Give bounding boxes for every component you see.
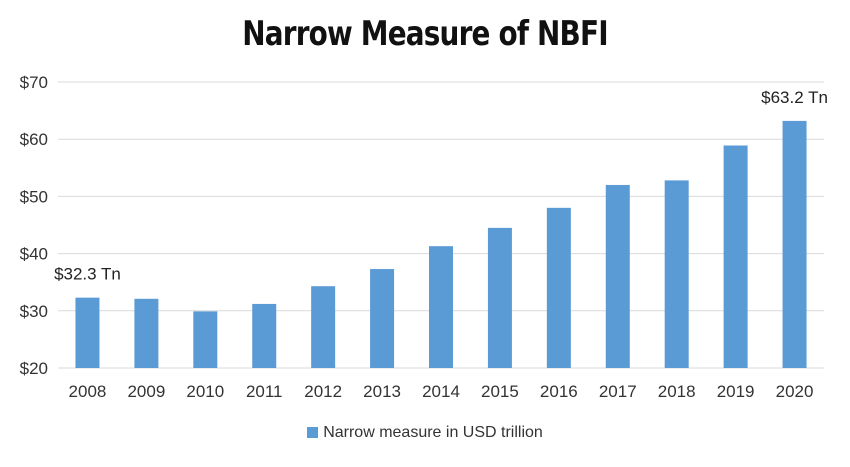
data-labels: $32.3 Tn $63.2 Tn bbox=[54, 88, 828, 284]
x-tick-label: 2013 bbox=[363, 382, 401, 401]
x-axis-tick-labels: 2008 2009 2010 2011 2012 2013 2014 2015 2016 2017… bbox=[69, 382, 814, 401]
x-tick-label: 2010 bbox=[186, 382, 224, 401]
bar-2015 bbox=[487, 227, 512, 368]
data-label-2020: $63.2 Tn bbox=[761, 88, 828, 107]
x-tick-label: 2011 bbox=[246, 382, 283, 401]
y-tick-label: $40 bbox=[20, 245, 48, 264]
x-tick-label: 2012 bbox=[304, 382, 342, 401]
x-tick-label: 2014 bbox=[422, 382, 460, 401]
x-tick-label: 2019 bbox=[717, 382, 755, 401]
bar-2014 bbox=[429, 246, 453, 368]
y-tick-label: $30 bbox=[20, 302, 48, 321]
x-tick-label: 2017 bbox=[599, 382, 637, 401]
x-tick-label: 2015 bbox=[481, 382, 519, 401]
x-tick-label: 2009 bbox=[127, 382, 165, 401]
bar-2020 bbox=[782, 120, 807, 368]
y-tick-label: $50 bbox=[20, 187, 48, 206]
x-tick-label: 2020 bbox=[776, 382, 814, 401]
x-tick-label: 2016 bbox=[540, 382, 578, 401]
y-axis-tick-labels: $20 $30 $40 $50 $60 $70 bbox=[20, 73, 48, 378]
bars bbox=[75, 120, 807, 368]
legend-label: Narrow measure in USD trillion bbox=[323, 424, 543, 441]
y-tick-label: $60 bbox=[20, 130, 48, 149]
bar-2018 bbox=[664, 180, 689, 368]
y-tick-label: $20 bbox=[20, 359, 48, 378]
bar-2017 bbox=[605, 184, 630, 368]
bar-2016 bbox=[546, 207, 571, 368]
bar-2009 bbox=[134, 298, 159, 368]
y-tick-label: $70 bbox=[20, 73, 48, 92]
data-label-2008: $32.3 Tn bbox=[54, 265, 121, 284]
bar-2012 bbox=[311, 286, 336, 368]
legend: Narrow measure in USD trillion bbox=[0, 424, 850, 442]
bar-2010 bbox=[193, 311, 218, 368]
x-tick-label: 2018 bbox=[658, 382, 696, 401]
bar-2019 bbox=[723, 145, 748, 368]
bar-2008 bbox=[75, 297, 100, 368]
bar-2011 bbox=[252, 303, 277, 368]
legend-swatch bbox=[307, 427, 319, 438]
chart-title: Narrow Measure of NBFI bbox=[242, 14, 608, 54]
x-tick-label: 2008 bbox=[69, 382, 107, 401]
bar-2013 bbox=[370, 269, 395, 368]
